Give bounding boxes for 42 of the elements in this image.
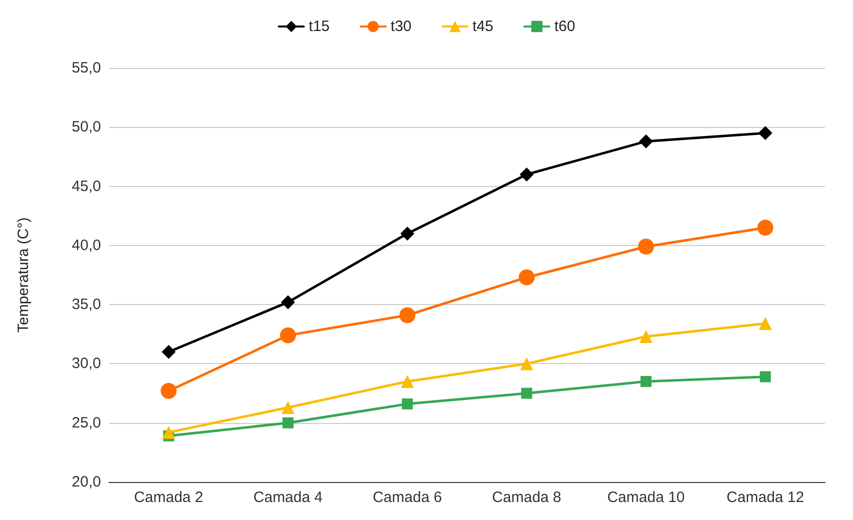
- legend-label: t15: [308, 18, 330, 35]
- legend-label: t30: [390, 18, 412, 35]
- x-tick-label: Camada 10: [607, 489, 685, 506]
- legend-label: t60: [554, 18, 576, 35]
- point: [639, 134, 653, 148]
- point: [757, 220, 774, 236]
- y-tick-label: 25,0: [72, 414, 101, 432]
- point: [521, 388, 532, 399]
- point: [400, 226, 414, 241]
- x-tick-label: Camada 12: [726, 489, 804, 506]
- point: [282, 417, 294, 428]
- point: [400, 374, 414, 388]
- point: [640, 330, 652, 344]
- point: [640, 376, 652, 387]
- y-tick-label: 20,0: [72, 474, 101, 490]
- point: [160, 382, 177, 399]
- y-tick-label: 30,0: [72, 355, 101, 372]
- point: [282, 400, 294, 414]
- y-tick-label: 55,0: [72, 60, 101, 76]
- legend-label: t45: [472, 18, 494, 35]
- y-tick-label: 35,0: [72, 296, 101, 314]
- x-tick-label: Camada 2: [134, 489, 204, 506]
- point: [162, 344, 176, 359]
- point: [520, 357, 534, 370]
- point: [162, 426, 176, 439]
- point: [399, 307, 416, 324]
- x-tick-label: Camada 6: [372, 489, 442, 506]
- point: [760, 371, 771, 382]
- y-axis-title: Temperatura (C°): [15, 217, 32, 333]
- point: [520, 167, 534, 182]
- point: [281, 295, 295, 310]
- point: [280, 327, 296, 344]
- x-tick-label: Camada 8: [492, 489, 562, 506]
- y-tick-label: 45,0: [72, 178, 101, 195]
- x-tick-label: Camada 4: [253, 489, 323, 506]
- y-tick-label: 40,0: [72, 236, 101, 254]
- point: [638, 238, 654, 255]
- point: [758, 126, 772, 140]
- y-tick-label: 50,0: [72, 118, 101, 136]
- point: [758, 316, 772, 330]
- point: [518, 269, 535, 286]
- point: [402, 398, 413, 410]
